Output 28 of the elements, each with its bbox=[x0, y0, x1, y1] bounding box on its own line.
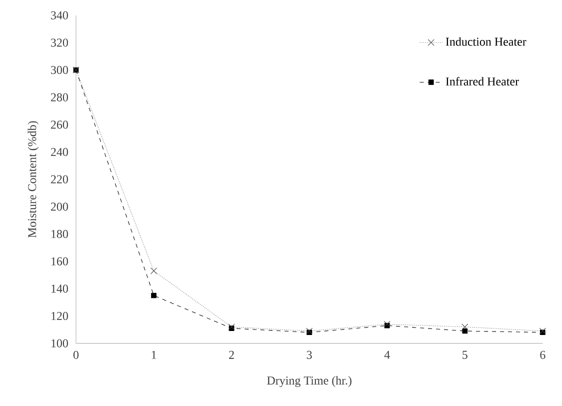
y-tick-label: 280 bbox=[50, 93, 68, 102]
y-tick-label: 260 bbox=[50, 120, 68, 129]
x-tick-label: 3 bbox=[306, 350, 312, 359]
point bbox=[150, 268, 158, 274]
point bbox=[462, 328, 468, 334]
y-tick-label: 340 bbox=[51, 11, 68, 20]
y-tick-label: 140 bbox=[51, 284, 68, 293]
x-tick-label: 2 bbox=[229, 350, 234, 359]
y-tick-label: 120 bbox=[51, 312, 68, 320]
x-tick-label: 1 bbox=[152, 350, 156, 359]
point bbox=[151, 292, 156, 298]
legend-label: Infrared Heater bbox=[446, 76, 519, 86]
y-tick-label: 300 bbox=[51, 66, 68, 74]
y-tick-label: 160 bbox=[51, 257, 68, 266]
x-axis-title: Drying Time (hr.) bbox=[267, 376, 352, 388]
legend-label: Induction Heater bbox=[446, 37, 526, 46]
y-tick-label: 220 bbox=[50, 175, 68, 184]
y-tick-label: 320 bbox=[51, 38, 68, 47]
x-tick-label: 0 bbox=[73, 350, 79, 359]
point bbox=[462, 324, 468, 330]
y-tick-label: 180 bbox=[51, 230, 68, 238]
x-tick-label: 6 bbox=[540, 350, 546, 359]
y-tick-label: 200 bbox=[50, 202, 68, 211]
y-tick-label: 100 bbox=[51, 339, 68, 348]
y-tick-label: 240 bbox=[50, 148, 68, 156]
x-tick-label: 4 bbox=[384, 350, 390, 359]
x-tick-label: 5 bbox=[462, 350, 468, 359]
y-axis-title: Moisture Content (%db) bbox=[28, 121, 39, 238]
